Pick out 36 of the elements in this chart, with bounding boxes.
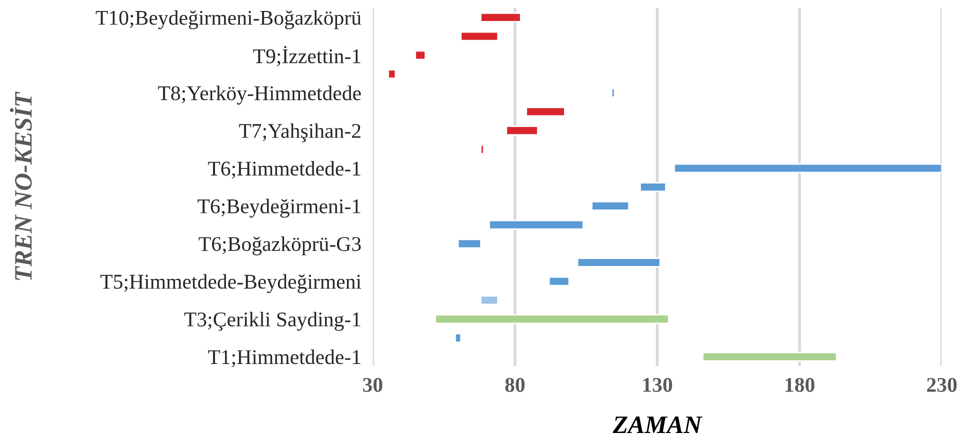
y-tick-label: T6;Beydeğirmeni-1	[198, 198, 360, 218]
bar	[674, 163, 942, 174]
bar	[576, 258, 661, 268]
bar	[526, 106, 566, 117]
y-tick-label: T7;Yahşihan-2	[239, 123, 360, 142]
x-tick-label: 130	[643, 378, 672, 392]
bar	[457, 238, 482, 249]
bar	[639, 182, 666, 192]
bar	[480, 144, 484, 154]
x-tick-label: 30	[363, 378, 382, 392]
y-axis-title: TREN NO-KESİT	[10, 91, 32, 280]
bar	[480, 295, 499, 306]
y-tick-label: T5;Himmetdede-Beydeğirmeni	[100, 274, 362, 294]
y-tick-label: T3;Çerikli Sayding-1	[184, 312, 360, 331]
bar	[388, 69, 396, 79]
bar	[460, 31, 499, 42]
x-tick-label: 180	[786, 378, 814, 392]
y-tick-label: T8;Yerköy-Himmetdede	[158, 86, 361, 105]
y-tick-label: T9;İzzettin-1	[253, 46, 360, 66]
x-axis-title: ZAMAN	[612, 416, 702, 433]
bar	[548, 276, 570, 286]
bar	[591, 201, 630, 211]
bar	[611, 88, 616, 98]
y-tick-label: T6;Himmetdede-1	[208, 161, 360, 179]
bar	[506, 126, 538, 136]
y-tick-label: T10;Beydeğirmeni-Boğazköprü	[96, 10, 362, 30]
bar	[702, 352, 838, 362]
bar	[454, 332, 462, 343]
y-tick-label: T1;Himmetdede-1	[208, 350, 360, 368]
bar	[488, 220, 584, 230]
x-tick-label: 80	[505, 378, 525, 392]
y-tick-label: T6;Boğazköprü-G3	[198, 236, 361, 256]
bar	[480, 12, 522, 22]
bar	[434, 314, 670, 324]
bar	[414, 50, 426, 60]
x-tick-label: 230	[927, 378, 957, 392]
